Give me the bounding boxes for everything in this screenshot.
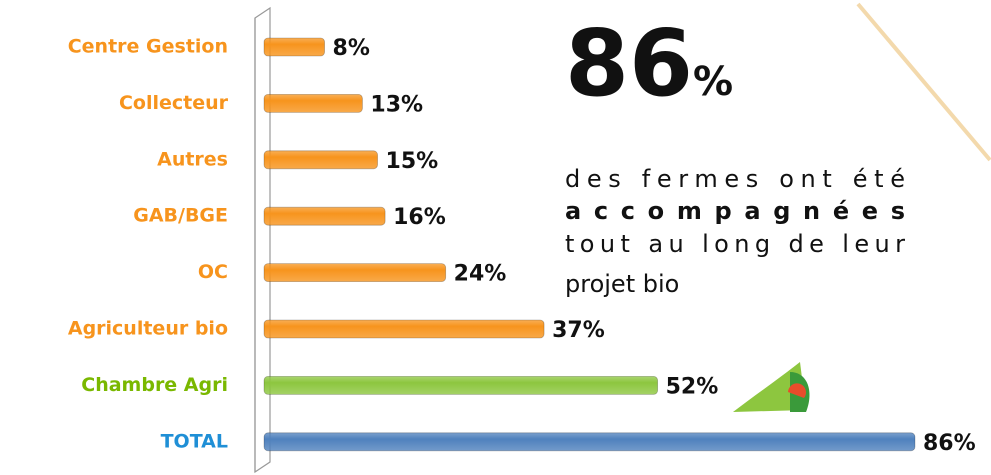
value-label: 15% bbox=[386, 149, 439, 174]
description-line: des fermes ont été bbox=[565, 165, 905, 193]
value-label: 52% bbox=[666, 374, 719, 399]
description-line: projet bio bbox=[565, 270, 679, 298]
value-label: 24% bbox=[454, 262, 507, 287]
axis-wall bbox=[254, 6, 271, 474]
category-label: OC bbox=[198, 261, 228, 283]
logo bbox=[733, 362, 810, 412]
value-label: 13% bbox=[370, 92, 423, 117]
highlight-number: 86 bbox=[565, 10, 693, 117]
bar bbox=[263, 432, 916, 452]
category-label: Chambre Agri bbox=[81, 374, 228, 396]
bar bbox=[263, 94, 363, 113]
description-line: tout au long de leur bbox=[565, 230, 905, 258]
bar bbox=[263, 150, 378, 170]
bar bbox=[263, 263, 447, 283]
value-label: 86% bbox=[923, 431, 976, 456]
decor-line bbox=[856, 2, 991, 162]
value-label: 37% bbox=[552, 318, 605, 343]
bar bbox=[263, 206, 386, 226]
value-label: 8% bbox=[333, 36, 370, 61]
bar bbox=[263, 375, 659, 395]
category-label: Autres bbox=[157, 148, 228, 170]
highlight-unit: % bbox=[693, 59, 733, 105]
bar bbox=[263, 319, 545, 339]
category-label: Agriculteur bio bbox=[68, 318, 228, 340]
bar bbox=[263, 37, 325, 57]
value-label: 16% bbox=[393, 205, 446, 230]
category-label: GAB/BGE bbox=[133, 205, 228, 227]
highlight: 86% bbox=[565, 10, 733, 117]
description-line: accompagnées bbox=[565, 197, 905, 225]
category-label: Centre Gestion bbox=[68, 36, 228, 58]
category-label: TOTAL bbox=[161, 430, 228, 452]
category-label: Collecteur bbox=[119, 92, 229, 114]
